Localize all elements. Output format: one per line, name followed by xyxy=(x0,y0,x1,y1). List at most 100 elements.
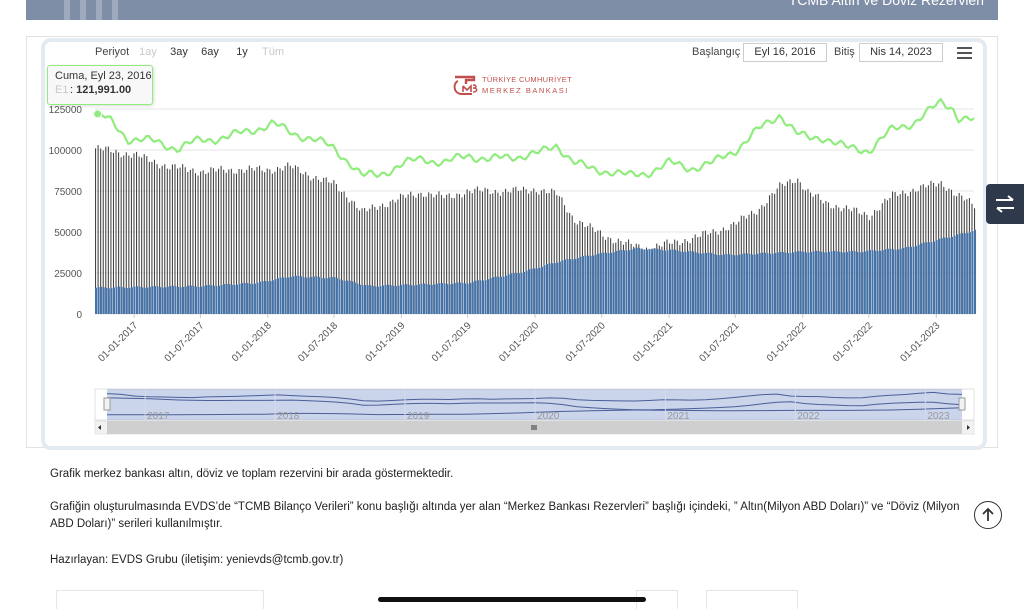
period-3m-button[interactable]: 3ay xyxy=(170,46,188,58)
navigator-handle[interactable] xyxy=(103,397,111,411)
navigator-series-0 xyxy=(106,391,963,402)
bar-fx xyxy=(312,178,314,314)
bar-gold xyxy=(248,283,251,314)
tooltip-value: 121,991.00 xyxy=(76,84,132,96)
bar-fx xyxy=(194,173,197,314)
y-tick-label: 25000 xyxy=(54,269,82,280)
period-6m-button[interactable]: 6ay xyxy=(201,46,219,58)
bar-fx xyxy=(402,194,404,314)
x-tick-label: 01-07-2021 xyxy=(697,320,741,364)
bar-fx xyxy=(343,191,345,314)
bar-gold xyxy=(269,281,272,314)
bar-fx xyxy=(184,167,186,314)
navigator-handle[interactable] xyxy=(958,397,966,411)
period-1y-button[interactable]: 1y xyxy=(236,46,248,58)
bar-gold xyxy=(953,235,956,314)
bar-gold xyxy=(136,286,139,314)
bar-gold xyxy=(902,247,905,314)
bar-gold xyxy=(197,286,200,314)
bar-gold xyxy=(138,286,141,314)
bar-fx xyxy=(412,195,414,314)
bar-gold xyxy=(571,259,574,314)
bar-gold xyxy=(830,251,833,314)
bar-gold xyxy=(653,248,656,314)
bar-fx xyxy=(182,164,184,314)
x-tick-label: 01-07-2020 xyxy=(564,320,608,364)
bar-gold xyxy=(932,241,936,314)
bar-gold xyxy=(958,233,961,314)
bar-gold xyxy=(856,251,859,314)
bar-gold xyxy=(123,287,126,314)
bar-gold xyxy=(607,253,610,314)
bar-fx xyxy=(238,168,240,314)
bar-gold xyxy=(594,254,597,314)
bar-gold xyxy=(876,251,879,314)
bar-fx xyxy=(535,192,537,314)
bar-gold xyxy=(200,286,203,314)
bar-gold xyxy=(694,252,697,314)
tooltip-series-name: E1 xyxy=(55,84,69,96)
bar-gold xyxy=(761,252,764,314)
bar-gold xyxy=(179,287,182,314)
bar-gold xyxy=(469,282,472,314)
x-tick-label: 01-01-2017 xyxy=(96,320,140,364)
bar-gold xyxy=(558,261,561,314)
hamburger-menu-icon[interactable] xyxy=(957,47,972,59)
page-title: TCMB Altın ve Döviz Rezervleri xyxy=(788,0,984,8)
bar-fx xyxy=(548,192,550,314)
bar-fx xyxy=(251,168,253,314)
bar-gold xyxy=(802,251,805,314)
swap-arrows-icon[interactable] xyxy=(986,184,1024,224)
bar-fx xyxy=(379,206,381,314)
start-date-input[interactable]: Eyl 16, 2016 xyxy=(743,43,827,62)
bar-fx xyxy=(440,195,443,314)
period-all-button[interactable]: Tüm xyxy=(262,46,284,58)
bar-gold xyxy=(430,284,433,314)
bar-gold xyxy=(366,285,369,314)
bar-gold xyxy=(274,279,277,314)
bar-fx xyxy=(95,148,97,314)
bar-gold xyxy=(466,283,469,314)
bar-fx xyxy=(130,157,132,314)
bar-gold xyxy=(530,268,533,314)
bar-fx xyxy=(423,196,425,314)
bar-gold xyxy=(259,281,262,314)
bar-gold xyxy=(592,255,595,314)
bar-gold xyxy=(133,286,136,314)
end-date-label: Bitiş xyxy=(834,46,855,58)
bar-fx xyxy=(310,180,312,314)
bar-gold xyxy=(128,287,131,314)
bar-fx xyxy=(458,194,460,314)
bar-gold xyxy=(827,251,830,314)
x-tick-label: 01-01-2022 xyxy=(765,320,809,364)
bar-gold xyxy=(809,251,813,314)
bar-fx xyxy=(292,168,294,314)
bar-gold xyxy=(886,248,889,314)
bar-gold xyxy=(484,280,487,314)
bar-gold xyxy=(223,284,226,314)
end-date-input[interactable]: Nis 14, 2023 xyxy=(859,43,943,62)
bar-gold xyxy=(112,287,115,314)
bar-fx xyxy=(489,194,491,314)
arrow-up-circle-icon[interactable] xyxy=(974,501,1002,529)
bar-gold xyxy=(202,285,205,314)
bar-fx xyxy=(335,184,337,314)
bar-gold xyxy=(771,253,774,314)
bar-gold xyxy=(522,271,526,314)
bar-fx xyxy=(235,173,238,314)
bar-gold xyxy=(205,285,208,314)
bar-gold xyxy=(799,251,802,314)
bar-fx xyxy=(392,199,394,314)
period-1m-button[interactable]: 1ay xyxy=(139,46,157,58)
bar-fx xyxy=(538,194,540,314)
bar-gold xyxy=(817,251,820,314)
bar-gold xyxy=(502,276,505,314)
bar-gold xyxy=(597,253,600,314)
bar-gold xyxy=(235,284,238,314)
bar-gold xyxy=(702,253,705,314)
bar-fx xyxy=(146,156,148,314)
bar-fx xyxy=(153,159,156,314)
bar-gold xyxy=(451,283,454,314)
bar-fx xyxy=(397,199,399,314)
bar-gold xyxy=(169,285,172,314)
